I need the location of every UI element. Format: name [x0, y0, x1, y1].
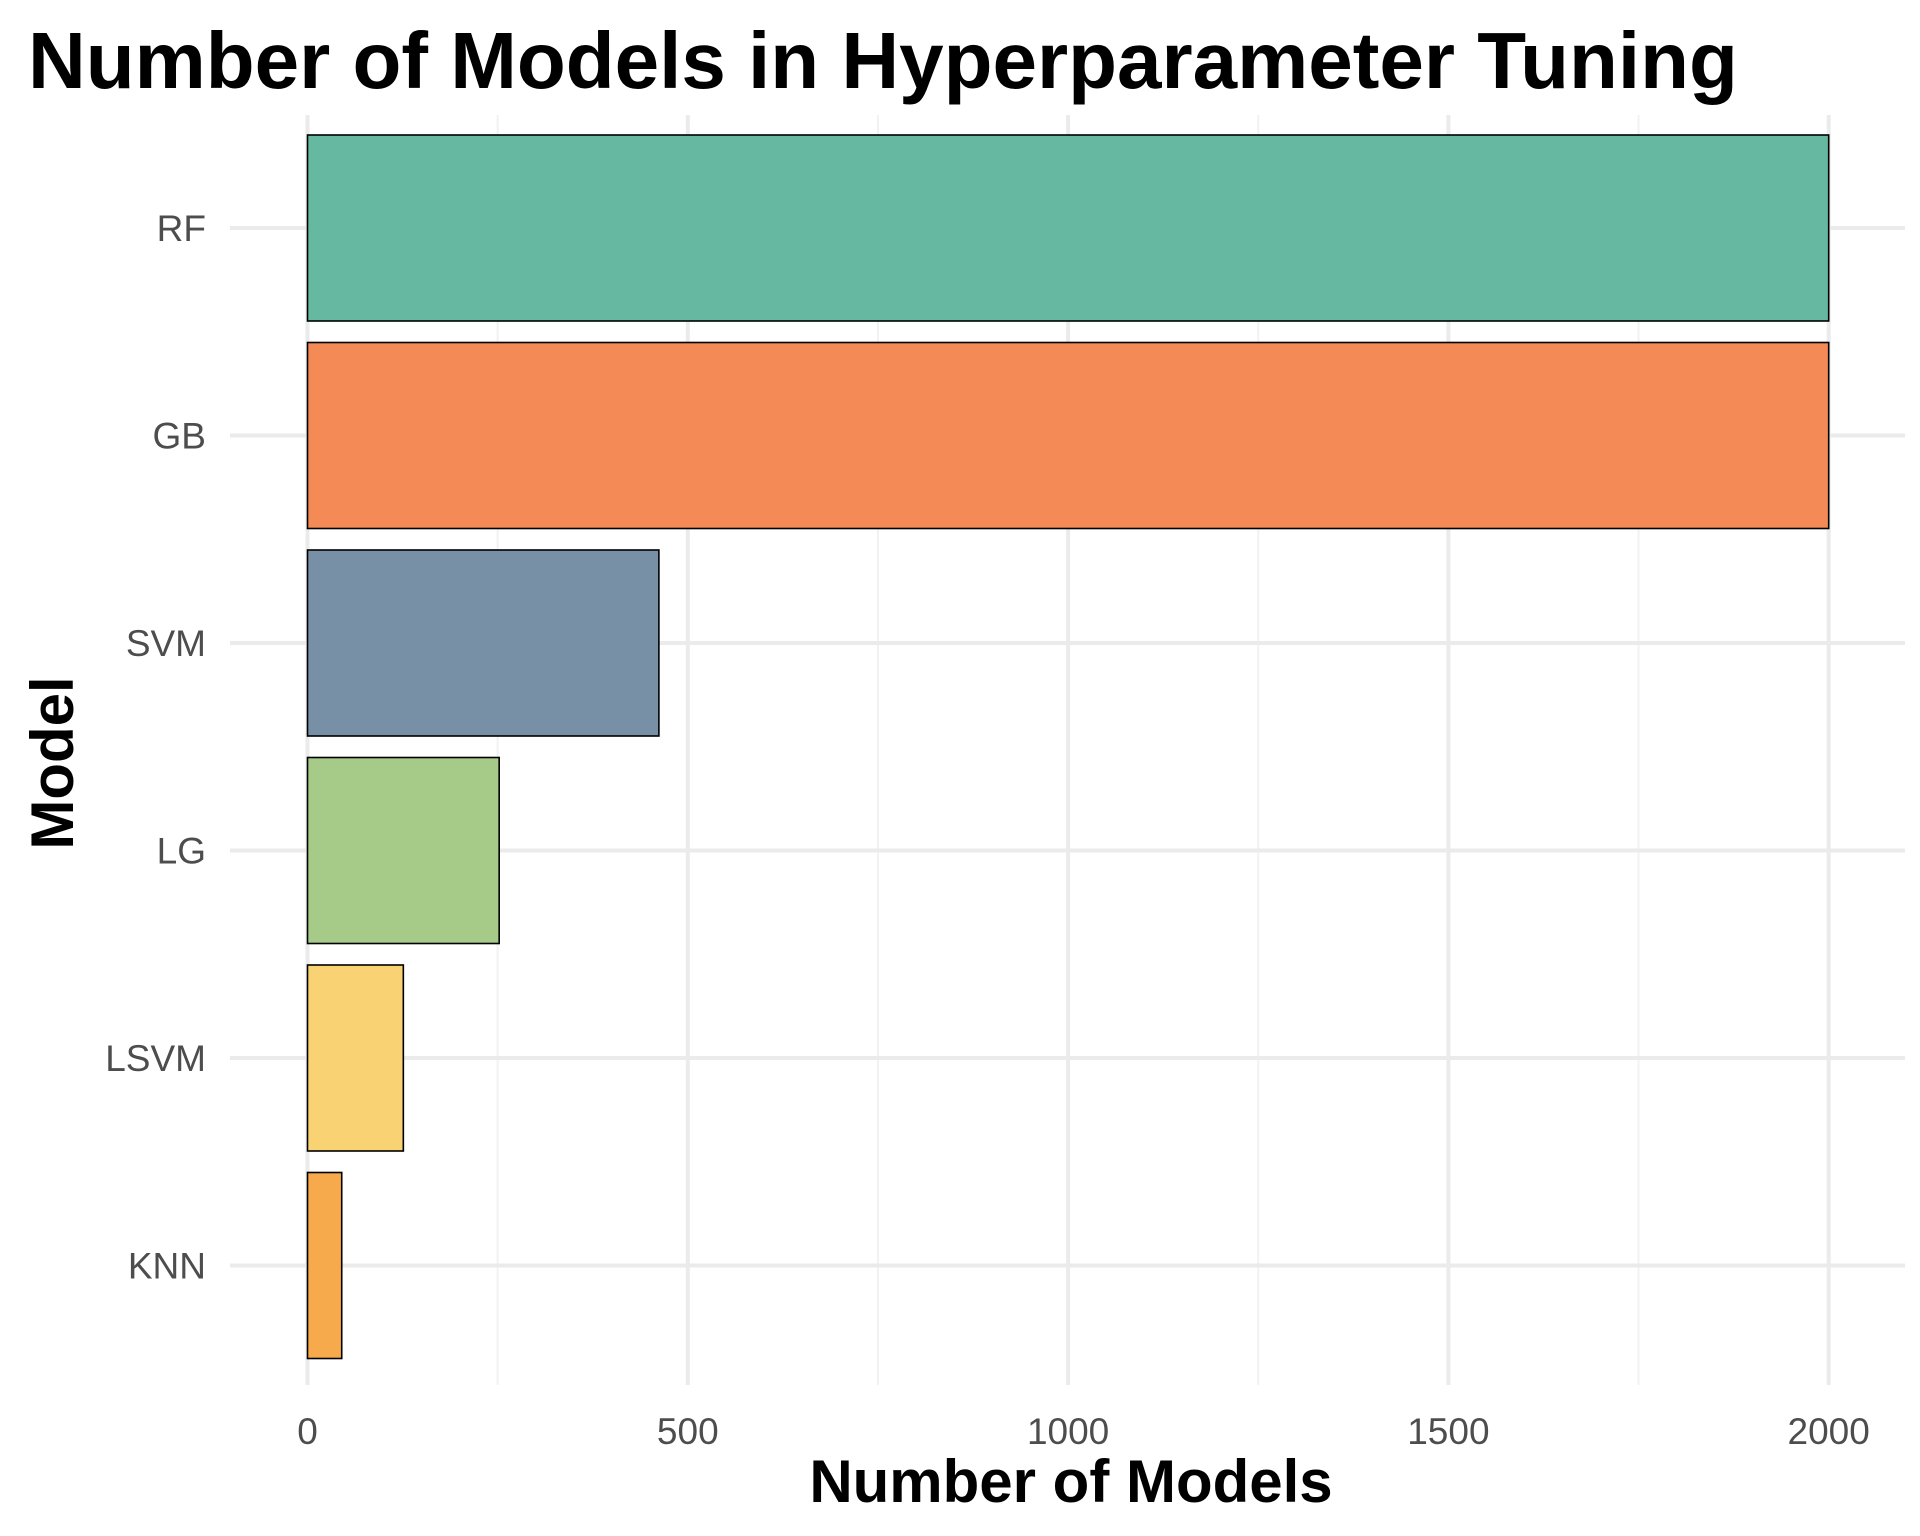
- x-tick-label: 2000: [1788, 1411, 1870, 1452]
- bar-svm: [306, 549, 660, 737]
- bar-rf: [306, 134, 1830, 322]
- bar-lg: [306, 756, 500, 945]
- y-tick-label-lsvm: LSVM: [105, 1038, 206, 1079]
- x-tick-label: 1000: [1027, 1411, 1109, 1452]
- y-tick-label-svm: SVM: [126, 623, 206, 664]
- x-tick-label: 500: [657, 1411, 719, 1452]
- y-tick-label-knn: KNN: [128, 1246, 206, 1287]
- bar-knn: [306, 1171, 343, 1360]
- y-axis-tick-labels: RF GB SVM LG LSVM KNN: [105, 208, 206, 1287]
- x-axis-title: Number of Models: [809, 1448, 1332, 1515]
- chart-title: Number of Models in Hyperparameter Tunin…: [28, 16, 1738, 105]
- bars: [306, 134, 1830, 1360]
- y-tick-label-gb: GB: [153, 416, 206, 457]
- bar-gb: [306, 341, 1830, 530]
- x-tick-label: 1500: [1407, 1411, 1489, 1452]
- x-tick-label: 0: [297, 1411, 318, 1452]
- y-axis-title: Model: [19, 676, 86, 849]
- x-axis-tick-labels: 0 500 1000 1500 2000: [297, 1411, 1870, 1452]
- bar-lsvm: [306, 964, 405, 1152]
- y-tick-label-rf: RF: [157, 208, 206, 249]
- y-tick-label-lg: LG: [157, 831, 206, 872]
